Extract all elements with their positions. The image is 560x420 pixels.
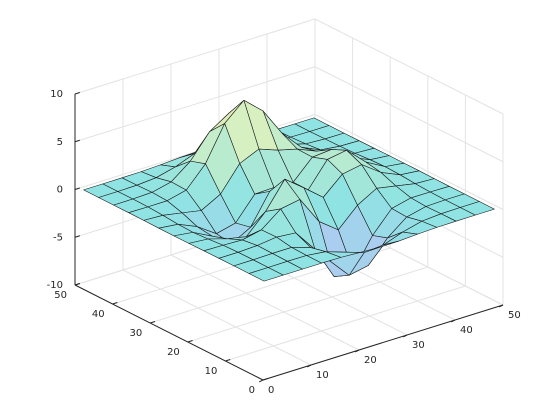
x-tick-label: 30 [412,340,425,351]
grid-line [122,269,312,366]
x-tick [354,349,360,353]
y-tick-label: 10 [205,366,218,377]
y-tick [112,302,118,305]
x-tick-label: 50 [508,310,521,321]
x-tick-label: 20 [364,355,377,366]
grid-line [314,18,504,115]
z-tick [74,92,80,95]
grid-line [187,266,428,343]
y-tick [262,378,268,381]
surface [83,100,495,282]
x-tick-label: 0 [268,385,274,396]
z-tick [74,283,80,286]
x-tick-label: 10 [316,370,329,381]
grid-line [74,66,316,143]
z-tick [74,235,80,238]
z-tick-label: 5 [57,137,63,148]
z-tick-label: 10 [50,89,63,100]
y-tick [187,340,193,343]
grid-line [314,66,504,163]
x-tick [258,379,264,383]
x-tick-label: 40 [460,325,473,336]
x-tick [306,364,312,368]
z-tick [74,187,80,190]
z-tick-label: 0 [57,185,63,196]
y-tick-label: 20 [167,347,180,358]
surface-patch [248,267,284,282]
y-axis [74,284,264,381]
y-tick-label: 40 [92,309,105,320]
grid-line [170,254,360,351]
y-tick [225,359,231,362]
grid-line [314,114,504,210]
grid-line [225,285,466,362]
y-tick-label: 30 [129,328,142,339]
x-tick [498,304,504,308]
z-tick-label: -10 [47,280,63,291]
z-tick-label: -5 [53,232,63,243]
z-tick [74,139,80,143]
y-tick-label: 0 [249,385,255,396]
x-tick [450,319,456,323]
y-tick [150,321,156,324]
x-axis [262,304,504,381]
y-tick-label: 50 [54,290,67,301]
grid-line [74,18,316,95]
x-tick [402,334,408,338]
